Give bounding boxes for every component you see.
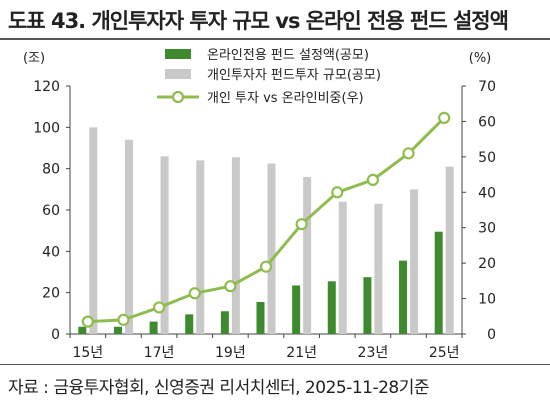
x-tick-label: 15년: [72, 345, 103, 361]
bars: [78, 127, 454, 334]
bar-individual-investment: [196, 160, 205, 334]
source-divider: [0, 364, 550, 365]
chart-title: 도표 43. 개인투자자 투자 규모 vs 온라인 전용 펀드 설정액: [8, 9, 509, 33]
ratio-point: [331, 186, 344, 199]
legend-label: 온라인전용 펀드 설정액(공모): [207, 48, 369, 63]
bar-online-fund: [113, 326, 122, 334]
ratio-point: [188, 287, 201, 300]
right-tick-label: 20: [478, 256, 496, 272]
left-tick-label: 20: [42, 286, 60, 302]
x-tick-label: 23년: [358, 345, 389, 361]
bar-individual-investment: [445, 166, 454, 334]
right-tick-label: 70: [478, 79, 496, 95]
legend-label: 개인 투자 vs 온라인비중(우): [207, 91, 364, 106]
left-axis-unit: (조): [23, 51, 45, 66]
x-tick-label: 17년: [144, 345, 175, 361]
bar-individual-investment: [267, 163, 276, 334]
bar-individual-investment: [231, 157, 240, 334]
left-tick-label: 120: [33, 79, 60, 95]
bar-online-fund: [256, 301, 265, 334]
source-note: 자료 : 금융투자협회, 신영증권 리서치센터, 2025-11-28기준: [8, 378, 430, 398]
right-tick-label: 0: [487, 327, 496, 343]
bar-individual-investment: [89, 127, 98, 334]
right-axis-unit: (%): [469, 51, 492, 66]
bar-online-fund: [78, 326, 87, 334]
bar-online-fund: [220, 311, 229, 334]
left-tick-label: 100: [33, 120, 60, 136]
bar-individual-investment: [303, 176, 312, 334]
left-tick-label: 80: [42, 162, 60, 178]
ratio-point: [224, 280, 237, 293]
bar-individual-investment: [374, 203, 383, 334]
bar-individual-investment: [410, 189, 419, 334]
right-tick-label: 50: [478, 150, 496, 166]
ratio-point: [366, 173, 380, 186]
right-tick-label: 40: [478, 185, 496, 201]
chart: 0 20 40 60 80 100 120 0 10 20 30 40 50 60 70 (조) (%) 15년 1…: [23, 48, 496, 361]
right-tick-label: 60: [478, 114, 496, 130]
title-divider: [0, 38, 550, 40]
bar-online-fund: [434, 231, 443, 334]
ratio-point: [295, 218, 308, 231]
ratio-point: [81, 315, 94, 328]
ratio-point: [259, 260, 273, 273]
ratio-point: [402, 147, 415, 160]
legend-label: 개인투자자 펀드투자 규모(공모): [207, 68, 381, 83]
ratio-line: [81, 111, 451, 328]
left-tick-label: 0: [51, 327, 60, 343]
legend: 온라인전용 펀드 설정액(공모) 개인투자자 펀드투자 규모(공모) 개인 투자 v…: [157, 48, 381, 106]
bar-individual-investment: [124, 139, 133, 334]
ratio-line-path: [87, 116, 446, 324]
bar-individual-investment: [160, 156, 169, 334]
x-tick-label: 25년: [429, 345, 460, 361]
left-tick-label: 40: [42, 244, 60, 260]
x-tick-label: 19년: [215, 345, 246, 361]
bar-online-fund: [149, 321, 158, 334]
bar-online-fund: [399, 260, 408, 334]
legend-swatch-individual: [165, 69, 191, 79]
x-tick-label: 21년: [286, 345, 317, 361]
bar-online-fund: [327, 281, 336, 334]
bar-online-fund: [363, 277, 372, 334]
bar-online-fund: [185, 314, 194, 334]
right-tick-label: 30: [478, 221, 496, 237]
axes: 0 20 40 60 80 100 120 0 10 20 30 40 50 60 70 (조) (%) 15년 1…: [23, 51, 496, 361]
right-tick-label: 10: [478, 292, 496, 308]
left-tick-label: 60: [42, 203, 60, 219]
ratio-point: [117, 313, 130, 326]
legend-swatch-online: [165, 49, 191, 59]
bar-individual-investment: [338, 201, 347, 334]
ratio-point: [438, 111, 451, 124]
legend-swatch-ratio-marker: [171, 90, 185, 104]
bar-online-fund: [292, 285, 301, 334]
ratio-point: [152, 301, 166, 314]
